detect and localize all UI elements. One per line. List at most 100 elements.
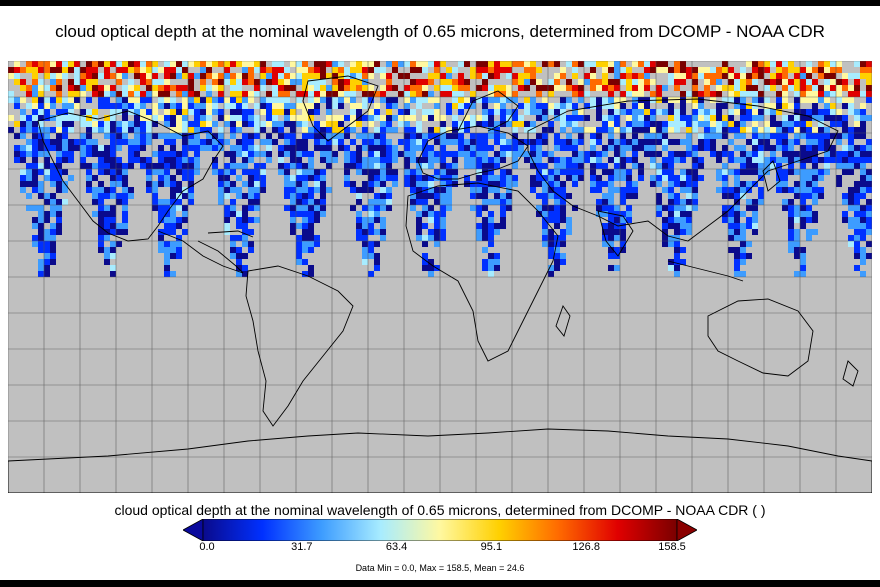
cloud-cell (800, 259, 806, 265)
cloud-cell (296, 259, 302, 265)
cloud-cell (830, 145, 836, 151)
cloud-cell (128, 127, 134, 133)
cloud-cell (572, 109, 578, 115)
cloud-cell (296, 67, 302, 73)
cloud-cell (110, 151, 116, 157)
cloud-cell (62, 199, 68, 205)
cloud-cell (662, 67, 668, 73)
cloud-cell (284, 205, 290, 211)
cloud-cell (248, 139, 254, 145)
cloud-cell (434, 199, 440, 205)
cloud-cell (860, 73, 866, 79)
cloud-cell (464, 115, 470, 121)
cloud-cell (734, 253, 740, 259)
cloud-cell (344, 91, 350, 97)
cloud-cell (422, 115, 428, 121)
cloud-cell (806, 79, 812, 85)
cloud-cell (476, 121, 482, 127)
cloud-cell (674, 157, 680, 163)
cloud-cell (242, 61, 248, 67)
cloud-cell (632, 109, 638, 115)
cloud-cell (836, 151, 842, 157)
cloud-cell (812, 139, 818, 145)
cloud-cell (320, 79, 326, 85)
cloud-cell (116, 139, 122, 145)
cloud-cell (164, 271, 170, 277)
cloud-cell (122, 193, 128, 199)
cloud-cell (164, 79, 170, 85)
cloud-cell (632, 73, 638, 79)
cloud-cell (20, 85, 26, 91)
cloud-cell (440, 61, 446, 67)
cloud-cell (242, 67, 248, 73)
cloud-cell (494, 103, 500, 109)
cloud-cell (38, 265, 44, 271)
cloud-cell (32, 91, 38, 97)
cloud-cell (50, 175, 56, 181)
cloud-cell (158, 157, 164, 163)
cloud-cell (314, 85, 320, 91)
cloud-cell (452, 181, 458, 187)
cloud-cell (110, 211, 116, 217)
cloud-cell (788, 103, 794, 109)
cloud-cell (830, 79, 836, 85)
cloud-cell (554, 235, 560, 241)
cloud-cell (314, 145, 320, 151)
cloud-cell (476, 67, 482, 73)
cloud-cell (650, 109, 656, 115)
cloud-cell (668, 199, 674, 205)
cloud-cell (296, 115, 302, 121)
cloud-cell (182, 217, 188, 223)
cloud-cell (356, 229, 362, 235)
cloud-cell (314, 133, 320, 139)
cloud-cell (182, 139, 188, 145)
cloud-cell (44, 133, 50, 139)
cloud-cell (704, 139, 710, 145)
cloud-cell (248, 97, 254, 103)
cloud-cell (560, 145, 566, 151)
cloud-cell (644, 133, 650, 139)
cloud-cell (104, 151, 110, 157)
cloud-cell (206, 67, 212, 73)
cloud-cell (842, 103, 848, 109)
cloud-cell (374, 91, 380, 97)
cloud-cell (50, 163, 56, 169)
cloud-cell (746, 103, 752, 109)
cloud-cell (188, 157, 194, 163)
cloud-cell (56, 85, 62, 91)
cloud-cell (818, 175, 824, 181)
cloud-cell (500, 139, 506, 145)
cloud-cell (128, 163, 134, 169)
cloud-cell (668, 115, 674, 121)
cloud-cell (446, 67, 452, 73)
cloud-cell (854, 61, 860, 67)
cloud-cell (344, 115, 350, 121)
cloud-cell (50, 169, 56, 175)
cloud-cell (566, 133, 572, 139)
cloud-cell (116, 61, 122, 67)
cloud-cell (536, 133, 542, 139)
cloud-cell (674, 115, 680, 121)
cloud-cell (794, 97, 800, 103)
cloud-cell (524, 151, 530, 157)
cloud-cell (296, 79, 302, 85)
cloud-cell (56, 217, 62, 223)
cloud-cell (134, 91, 140, 97)
cloud-cell (698, 133, 704, 139)
cloud-cell (362, 217, 368, 223)
cloud-cell (302, 235, 308, 241)
cloud-cell (230, 79, 236, 85)
cloud-cell (32, 217, 38, 223)
cloud-cell (158, 85, 164, 91)
cloud-cell (866, 211, 872, 217)
cloud-cell (764, 109, 770, 115)
cloud-cell (722, 97, 728, 103)
cloud-cell (842, 151, 848, 157)
cloud-cell (782, 205, 788, 211)
cloud-cell (698, 163, 704, 169)
cloud-cell (248, 67, 254, 73)
cloud-cell (56, 121, 62, 127)
cloud-cell (248, 121, 254, 127)
cloud-cell (848, 103, 854, 109)
cloud-cell (254, 145, 260, 151)
